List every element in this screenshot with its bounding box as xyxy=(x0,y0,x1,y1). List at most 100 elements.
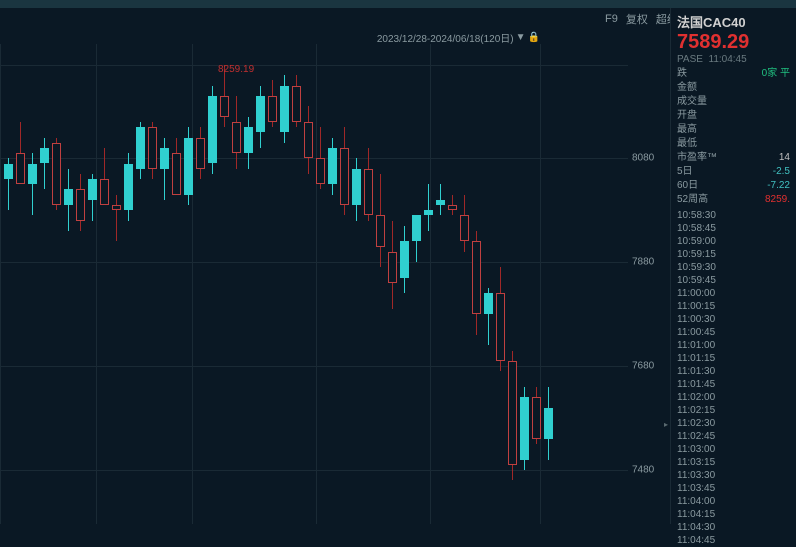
quote-row-label: 金额 xyxy=(677,81,697,95)
candle-body xyxy=(88,179,97,200)
quote-row: 金额 xyxy=(671,81,796,95)
time-row: 11:02:00 xyxy=(671,391,796,404)
quote-time: 11:04:45 xyxy=(709,54,747,65)
quote-row-label: 5日 xyxy=(677,165,693,179)
time-row: 11:02:15 xyxy=(671,404,796,417)
time-row: 10:59:30 xyxy=(671,261,796,274)
candle-body xyxy=(52,143,61,205)
lock-icon[interactable]: 🔒 xyxy=(528,32,540,43)
candle-body xyxy=(280,86,289,133)
scroll-indicator-icon[interactable]: ▸ xyxy=(664,420,670,430)
candle-wick xyxy=(428,184,429,231)
fuquan-button[interactable]: 复权 xyxy=(626,11,648,27)
candle-body xyxy=(508,361,517,465)
candle-body xyxy=(484,293,493,314)
candle-body xyxy=(376,215,385,246)
time-row: 11:03:45 xyxy=(671,482,796,495)
time-row: 11:04:00 xyxy=(671,495,796,508)
time-row: 11:01:00 xyxy=(671,339,796,352)
candle-body xyxy=(256,96,265,132)
time-row: 11:04:30 xyxy=(671,521,796,534)
grid-line-h xyxy=(0,262,628,263)
quote-rows: 跌0家 平金额成交量开盘最高最低市盈率™145日-2.560日-7.2252周高… xyxy=(671,67,796,207)
candle-body xyxy=(544,408,553,439)
grid-line-v xyxy=(96,44,97,524)
time-row: 11:01:30 xyxy=(671,365,796,378)
candle-body xyxy=(292,86,301,122)
y-axis-label: 7880 xyxy=(632,257,654,268)
date-range-text[interactable]: 2023/12/28-2024/06/18(120日) xyxy=(377,30,514,45)
quote-row-value: 0家 平 xyxy=(762,67,790,81)
quote-row-label: 52周高 xyxy=(677,193,708,207)
quote-row-value: 14 xyxy=(779,151,790,165)
exchange-time: PASE 11:04:45 xyxy=(671,54,796,67)
candle-body xyxy=(4,164,13,180)
candle-wick xyxy=(44,138,45,190)
candle-body xyxy=(412,215,421,241)
time-row: 11:04:45 xyxy=(671,534,796,547)
quote-row: 最低 xyxy=(671,137,796,151)
candle-body xyxy=(112,205,121,210)
quote-row: 市盈率™14 xyxy=(671,151,796,165)
time-row: 11:02:45 xyxy=(671,430,796,443)
grid-line-h xyxy=(0,65,628,66)
time-row: 11:04:15 xyxy=(671,508,796,521)
candle-body xyxy=(16,153,25,184)
candle-body xyxy=(220,96,229,117)
candle-body xyxy=(268,96,277,122)
quote-row: 5日-2.5 xyxy=(671,165,796,179)
y-axis-label: 7680 xyxy=(632,361,654,372)
candle-body xyxy=(208,96,217,164)
time-row: 10:58:30 xyxy=(671,209,796,222)
time-row: 11:03:00 xyxy=(671,443,796,456)
quote-row-label: 开盘 xyxy=(677,109,697,123)
date-range-dropdown-icon[interactable]: ▼ xyxy=(516,32,526,43)
time-row: 10:59:15 xyxy=(671,248,796,261)
sidebar-panel: 法国CAC40 7589.29 PASE 11:04:45 跌0家 平金额成交量… xyxy=(670,8,796,524)
quote-row-label: 最高 xyxy=(677,123,697,137)
candle-body xyxy=(76,189,85,220)
candle-wick xyxy=(116,195,117,242)
time-row: 11:01:45 xyxy=(671,378,796,391)
candle-body xyxy=(472,241,481,314)
time-row: 11:00:30 xyxy=(671,313,796,326)
grid-line-v xyxy=(0,44,1,524)
candle-body xyxy=(40,148,49,164)
time-row: 10:58:45 xyxy=(671,222,796,235)
time-row: 11:03:15 xyxy=(671,456,796,469)
y-axis-label: 8080 xyxy=(632,153,654,164)
grid-line-v xyxy=(316,44,317,524)
peak-price-label: 8259.19 xyxy=(218,64,254,75)
candle-body xyxy=(148,127,157,169)
quote-row-label: 最低 xyxy=(677,137,697,151)
candle-body xyxy=(424,210,433,215)
candle-body xyxy=(244,127,253,153)
candle-body xyxy=(364,169,373,216)
quote-row-value: 8259. xyxy=(765,193,790,207)
candle-body xyxy=(196,138,205,169)
quote-row: 52周高 8259. xyxy=(671,193,796,207)
instrument-title: 法国CAC40 xyxy=(671,8,796,31)
candle-body xyxy=(532,397,541,439)
quote-row: 成交量 xyxy=(671,95,796,109)
time-row: 11:00:45 xyxy=(671,326,796,339)
time-row: 11:00:15 xyxy=(671,300,796,313)
quote-row: 跌0家 平 xyxy=(671,67,796,81)
candle-body xyxy=(100,179,109,205)
candle-body xyxy=(232,122,241,153)
candle-body xyxy=(136,127,145,169)
quote-row-value: -7.22 xyxy=(767,179,790,193)
top-accent-bar xyxy=(0,0,796,8)
time-list: 10:58:3010:58:4510:59:0010:59:1510:59:30… xyxy=(671,207,796,547)
candlestick-chart[interactable]: 8259.19 xyxy=(0,44,628,524)
candle-body xyxy=(184,138,193,195)
quote-row: 60日-7.22 xyxy=(671,179,796,193)
candle-body xyxy=(436,200,445,205)
candle-body xyxy=(64,189,73,205)
time-row: 11:03:30 xyxy=(671,469,796,482)
f9-button[interactable]: F9 xyxy=(605,13,618,25)
candle-body xyxy=(520,397,529,459)
candle-wick xyxy=(164,138,165,200)
time-row: 11:00:00 xyxy=(671,287,796,300)
quote-row-label: 成交量 xyxy=(677,95,707,109)
